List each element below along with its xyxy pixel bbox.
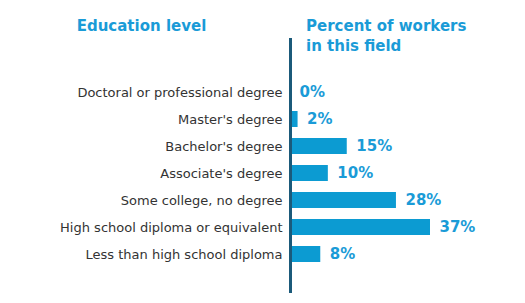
svg-text:28%: 28% (405, 191, 441, 209)
svg-text:8%: 8% (330, 245, 355, 263)
svg-text:10%: 10% (337, 164, 373, 182)
svg-text:37%: 37% (440, 218, 476, 236)
svg-text:Bachelor's degree: Bachelor's degree (165, 139, 282, 154)
svg-text:Doctoral or professional degre: Doctoral or professional degree (77, 85, 282, 100)
svg-text:Some college, no degree: Some college, no degree (121, 193, 283, 208)
svg-text:2%: 2% (307, 110, 332, 128)
svg-text:15%: 15% (356, 137, 392, 155)
svg-text:High school diploma or equival: High school diploma or equivalent (60, 220, 282, 235)
svg-text:Less than high school diploma: Less than high school diploma (86, 247, 283, 262)
html-text:Education level: Education level (76, 17, 207, 35)
svg-text:Master's degree: Master's degree (178, 112, 282, 127)
html-text:Percent of workers in this fie: Percent of workers in this field (306, 17, 467, 55)
svg-text:Associate's degree: Associate's degree (160, 166, 282, 181)
svg-text:0%: 0% (300, 83, 325, 101)
